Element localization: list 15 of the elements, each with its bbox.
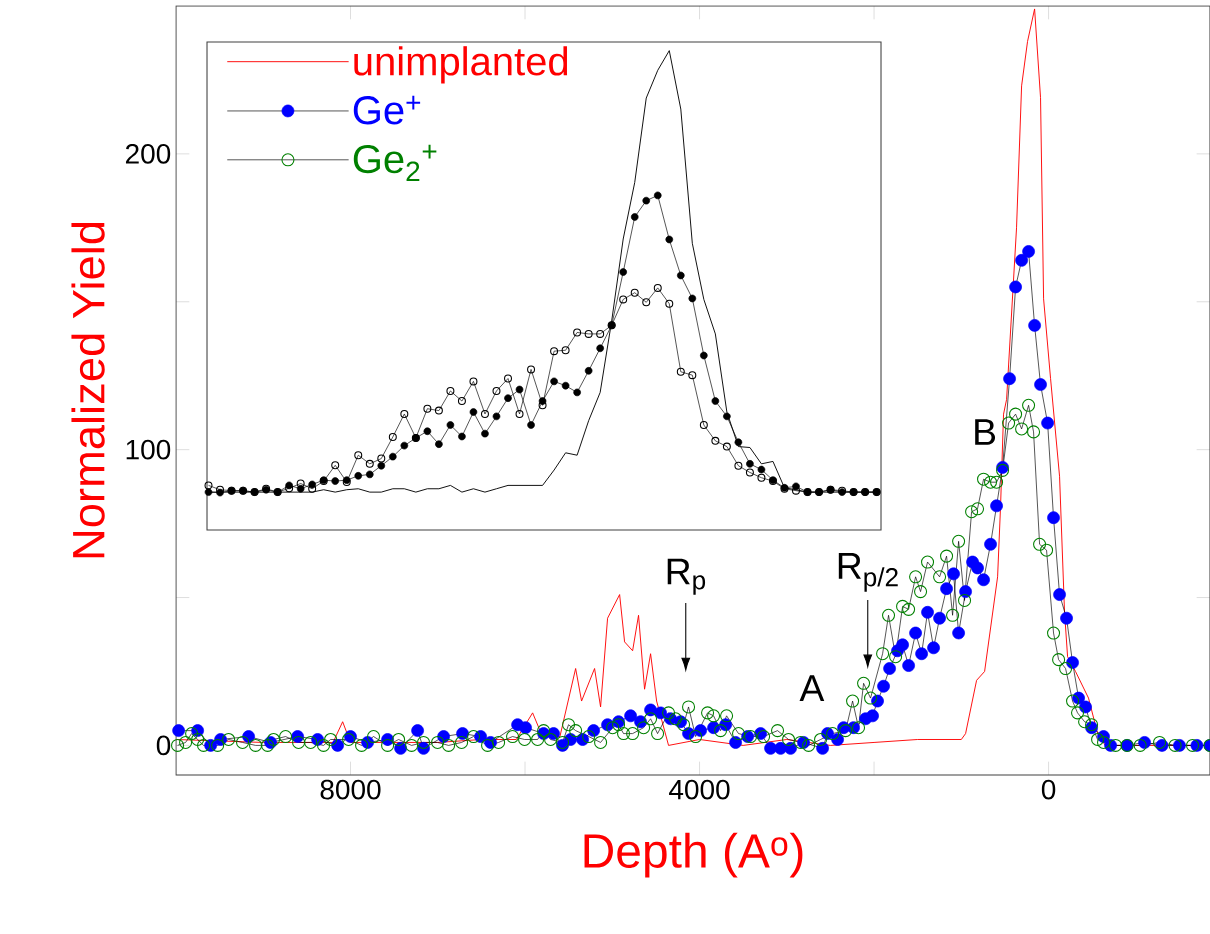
x-tick-label: 0	[1041, 779, 1056, 800]
legend-label: unimplanted	[354, 46, 568, 84]
x-tick-label: 8000	[320, 779, 381, 800]
annotation: R$_{p}$	[667, 558, 706, 595]
x-axis-title: Depth (A$^{o}$)	[584, 832, 803, 878]
legend-label: Ge$_{2}$+	[353, 144, 437, 182]
y-axis-title: Normalized Yield	[71, 222, 105, 558]
annotation: A	[799, 675, 825, 701]
y-tick-label: 100	[126, 439, 171, 460]
annotation: B	[975, 419, 996, 445]
legend-label: Ge$^{+}$	[353, 95, 421, 125]
x-tick-label: 4000	[669, 779, 730, 800]
y-tick-label: 200	[125, 143, 171, 164]
annotation: R$_{p/2}$	[838, 553, 898, 592]
y-tick-label: 0	[156, 735, 171, 756]
